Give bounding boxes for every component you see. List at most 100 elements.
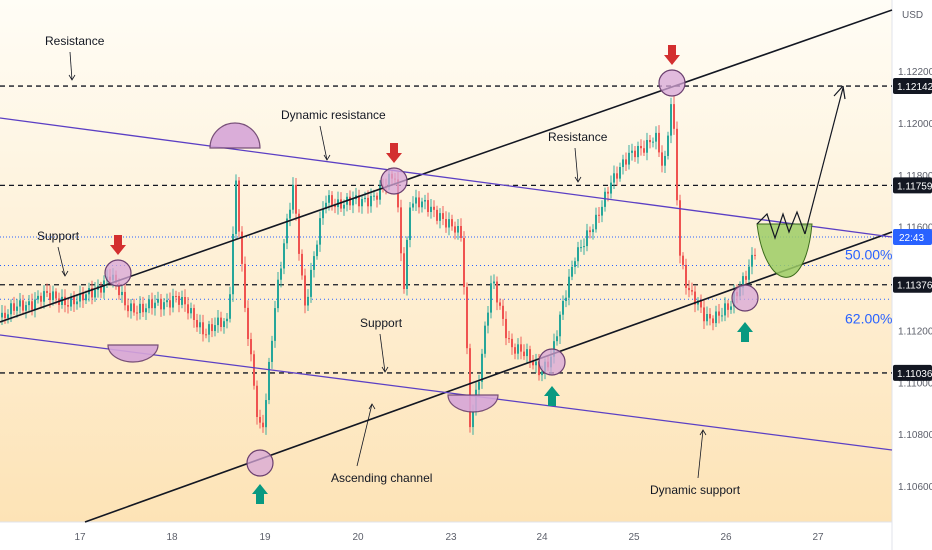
candle-body	[283, 243, 285, 269]
candle-body	[646, 139, 648, 153]
candle-body	[253, 354, 255, 386]
y-tick-label: 1.10600	[898, 482, 932, 493]
dynamic-resistance-label: Dynamic resistance	[281, 108, 386, 122]
candle-body	[559, 314, 561, 337]
y-tick-label: 1.11000	[898, 378, 932, 389]
candle-body	[205, 334, 207, 336]
candle-body	[172, 295, 174, 308]
candle-body	[595, 214, 597, 230]
candle-body	[703, 307, 705, 322]
candle-body	[748, 266, 750, 280]
candle-body	[142, 303, 144, 313]
candle-body	[562, 301, 564, 315]
candle-body	[658, 132, 660, 153]
candle-body	[541, 371, 543, 376]
candle-body	[187, 304, 189, 314]
resistance-mid-label: Resistance	[548, 130, 608, 144]
price-tag-label: 1.11759	[897, 181, 932, 192]
down-arrow-icon	[386, 143, 402, 163]
candle-body	[217, 317, 219, 326]
candle-body	[496, 281, 498, 303]
candle-body	[64, 296, 66, 306]
candle-body	[673, 104, 675, 129]
candle-body	[1, 312, 3, 318]
touch-circle	[380, 167, 408, 195]
candle-body	[292, 184, 294, 210]
candle-body	[268, 361, 270, 401]
candle-body	[313, 256, 315, 270]
candle-body	[151, 299, 153, 309]
candle-body	[481, 353, 483, 382]
pointer-line	[319, 125, 328, 161]
candle-body	[439, 213, 441, 221]
candle-body	[70, 296, 72, 307]
touch-circle	[658, 69, 686, 97]
plot-background	[0, 0, 892, 522]
candle-body	[370, 195, 372, 207]
candle-body	[259, 417, 261, 423]
candle-body	[247, 307, 249, 340]
candle-body	[79, 293, 81, 302]
candle-body	[418, 197, 420, 208]
candle-body	[745, 276, 747, 280]
candle-body	[718, 311, 720, 316]
candle-body	[490, 283, 492, 313]
candle-body	[754, 254, 756, 256]
candle-body	[7, 314, 9, 319]
pointer-head	[68, 74, 76, 81]
price-tag-label: 1.11036	[897, 369, 932, 380]
candle-body	[49, 292, 51, 301]
candle-body	[592, 229, 594, 233]
x-tick-label: 25	[628, 532, 640, 543]
candle-body	[577, 247, 579, 262]
candle-body	[232, 233, 234, 295]
price-tag-label: 1.12142	[897, 82, 932, 93]
candle-body	[421, 201, 423, 208]
candle-body	[652, 141, 654, 143]
candle-body	[664, 155, 666, 166]
candle-body	[499, 302, 501, 306]
candle-body	[298, 213, 300, 254]
candle-body	[667, 135, 669, 156]
x-tick-label: 26	[720, 532, 732, 543]
candle-body	[511, 338, 513, 348]
candle-body	[43, 291, 45, 302]
down-arrow-icon	[110, 235, 126, 255]
candle-body	[190, 308, 192, 314]
candle-body	[556, 336, 558, 342]
candle-body	[679, 200, 681, 256]
candle-body	[637, 145, 639, 158]
candle-body	[130, 303, 132, 312]
candle-body	[256, 385, 258, 418]
candle-body	[349, 196, 351, 206]
touch-circle	[731, 284, 759, 312]
candle-body	[742, 276, 744, 288]
candle-body	[16, 306, 18, 311]
candle-body	[211, 324, 213, 332]
candle-body	[46, 291, 48, 293]
candle-body	[229, 294, 231, 319]
candle-body	[19, 300, 21, 307]
candle-body	[10, 303, 12, 315]
candle-body	[163, 302, 165, 310]
y-tick-label: 1.11600	[898, 223, 932, 234]
candle-body	[478, 381, 480, 390]
candle-body	[685, 264, 687, 288]
candle-body	[508, 338, 510, 340]
dynamic-support-label: Dynamic support	[650, 483, 741, 497]
candle-body	[250, 339, 252, 355]
candle-body	[610, 182, 612, 194]
candle-body	[457, 226, 459, 233]
pointer-line	[379, 333, 386, 373]
candle-body	[628, 152, 630, 165]
candle-body	[706, 314, 708, 322]
candle-body	[208, 324, 210, 335]
pointer-head	[699, 429, 707, 436]
channel-upper-line	[0, 9, 893, 323]
candle-body	[643, 148, 645, 153]
candle-body	[466, 287, 468, 349]
candle-body	[682, 255, 684, 265]
candle-body	[37, 295, 39, 300]
